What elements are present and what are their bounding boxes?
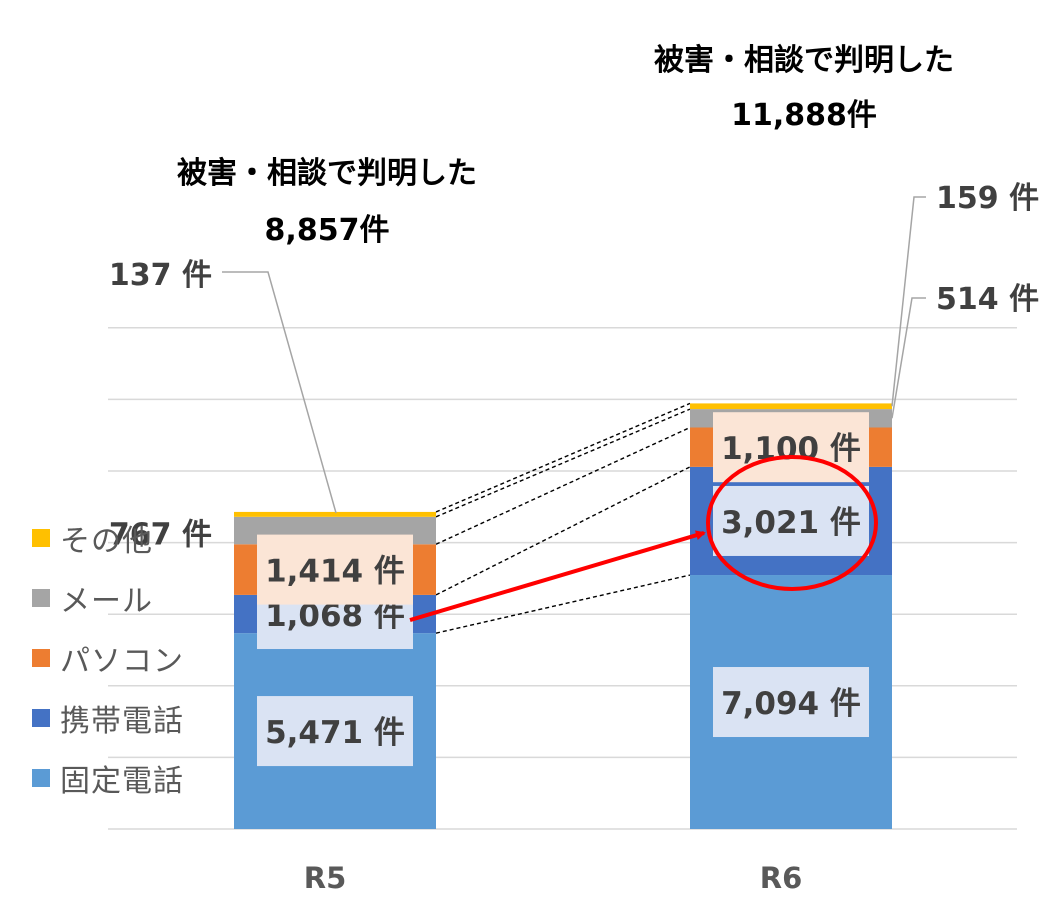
- data-label: 159 件: [936, 181, 1039, 216]
- data-label: 3,021 件: [721, 505, 861, 541]
- highlight-arrow: [409, 530, 706, 622]
- legend-item: 携帯電話: [32, 688, 184, 748]
- data-label-box: [257, 696, 413, 767]
- legend-swatch: [32, 529, 50, 547]
- data-label: 1,414 件: [265, 554, 405, 590]
- connector-line: [435, 466, 691, 596]
- legend-label: その他: [60, 524, 153, 559]
- data-label-box: [713, 485, 869, 556]
- legend-item: メール: [32, 568, 184, 628]
- total-title: 被害・相談で判明した: [177, 156, 477, 191]
- legend-item: その他: [32, 508, 184, 568]
- leader-line: [222, 271, 337, 514]
- total-value: 11,888件: [731, 98, 877, 133]
- legend-item: パソコン: [32, 628, 184, 688]
- data-label: 1,100 件: [721, 431, 861, 467]
- x-tick-label: R6: [760, 861, 803, 895]
- total-value: 8,857件: [265, 213, 390, 248]
- bar-segment: [690, 403, 892, 410]
- data-label-box: [713, 667, 869, 738]
- legend-label: メール: [60, 584, 153, 619]
- bar-segment: [234, 511, 436, 517]
- legend-swatch: [32, 709, 50, 727]
- data-label-box: [257, 534, 413, 605]
- total-title: 被害・相談で判明した: [654, 43, 954, 78]
- legend-swatch: [32, 649, 50, 667]
- data-label: 767 件: [109, 518, 212, 553]
- highlight-ellipse: [706, 454, 878, 591]
- legend-label: 携帯電話: [60, 704, 184, 739]
- x-tick-label: R5: [304, 861, 347, 895]
- data-label: 7,094 件: [721, 686, 861, 722]
- legend-label: パソコン: [60, 644, 184, 679]
- connector-line: [435, 408, 691, 518]
- legend-item: 固定電話: [32, 748, 184, 808]
- leader-line: [891, 196, 926, 407]
- data-label: 514 件: [936, 282, 1039, 317]
- legend-swatch: [32, 769, 50, 787]
- leader-line: [891, 297, 926, 419]
- legend: その他メールパソコン携帯電話固定電話: [32, 508, 184, 808]
- legend-swatch: [32, 589, 50, 607]
- connector-line: [435, 574, 691, 634]
- connector-line: [435, 426, 691, 545]
- data-label: 5,471 件: [265, 715, 405, 751]
- legend-label: 固定電話: [60, 764, 184, 799]
- connector-line: [435, 402, 691, 513]
- data-label: 137 件: [109, 258, 212, 293]
